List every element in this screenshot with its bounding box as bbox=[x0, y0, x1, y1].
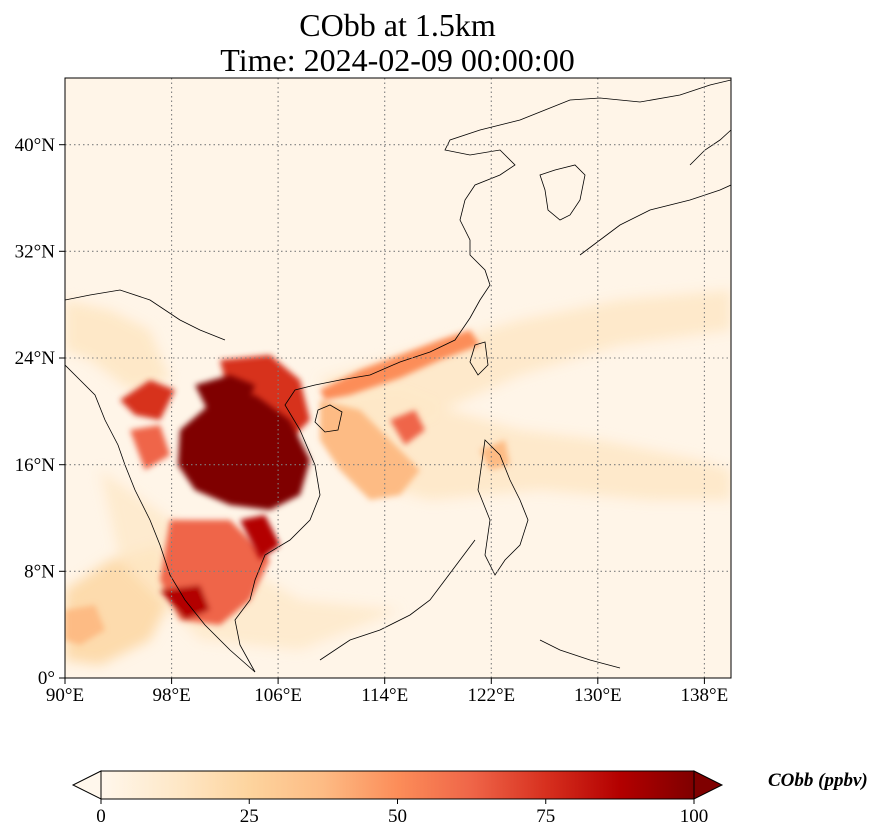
colorbar-extend-max bbox=[693, 770, 724, 800]
concentration-field bbox=[65, 290, 731, 665]
colorbar-label: CObb (ppbv) bbox=[768, 770, 868, 791]
colorbar-tick-label: 50 bbox=[388, 806, 407, 827]
x-tick-label: 90°E bbox=[46, 685, 84, 706]
y-tick-label: 32°N bbox=[15, 242, 56, 263]
map-frame bbox=[64, 77, 732, 679]
x-tick-label: 98°E bbox=[152, 685, 190, 706]
colorbar-tick-label: 25 bbox=[240, 806, 259, 827]
colorbar-tick-label: 75 bbox=[536, 806, 555, 827]
x-tick-label: 114°E bbox=[361, 685, 408, 706]
x-tick-label: 122°E bbox=[467, 685, 515, 706]
y-axis: 0° 8°N 16°N 24°N 32°N 40°N bbox=[15, 135, 65, 689]
y-tick-label: 40°N bbox=[15, 135, 56, 156]
x-tick-label: 106°E bbox=[254, 685, 302, 706]
map-title-line1: CObb at 1.5km bbox=[299, 7, 496, 43]
colorbar-extend-min bbox=[71, 770, 102, 800]
x-tick-label: 138°E bbox=[681, 685, 729, 706]
coastlines bbox=[65, 79, 731, 673]
gridlines bbox=[65, 78, 731, 678]
colorbar-gradient bbox=[100, 770, 695, 800]
y-tick-label: 8°N bbox=[24, 562, 55, 583]
x-axis: 90°E 98°E 106°E 114°E 122°E 130°E 138°E bbox=[46, 678, 728, 706]
x-tick-label: 130°E bbox=[574, 685, 622, 706]
y-tick-label: 16°N bbox=[15, 455, 56, 476]
colorbar: 0 25 50 75 100 bbox=[71, 770, 724, 827]
y-tick-label: 24°N bbox=[15, 348, 56, 369]
colorbar-tick-label: 100 bbox=[680, 806, 709, 827]
y-tick-label: 0° bbox=[38, 668, 55, 689]
map-title-line2: Time: 2024-02-09 00:00:00 bbox=[220, 42, 575, 78]
colorbar-tick-label: 0 bbox=[96, 806, 106, 827]
